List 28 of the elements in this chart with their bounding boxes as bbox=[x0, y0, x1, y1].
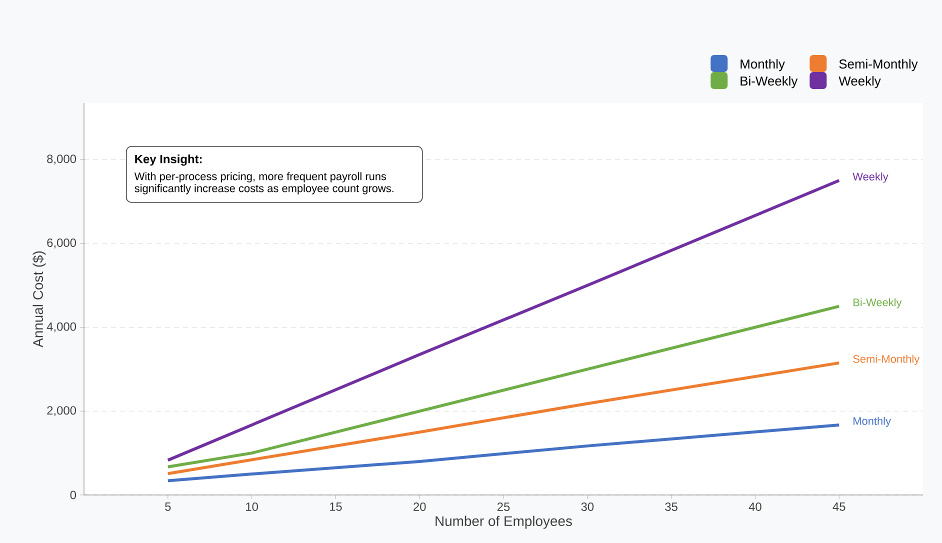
x-tick-label: 35 bbox=[665, 502, 678, 511]
x-tick-label: 10 bbox=[246, 502, 258, 511]
legend-label: Bi-Weekly bbox=[740, 76, 798, 88]
line-series bbox=[166, 361, 841, 476]
y-tick-label: 2,000 bbox=[47, 406, 76, 416]
y-tick-label: 4,000 bbox=[46, 322, 76, 332]
text: Semi-Monthly bbox=[853, 354, 920, 366]
x-tick-label: 25 bbox=[497, 502, 510, 511]
y-tick-label: 6,000 bbox=[47, 238, 76, 248]
x-axis-title: Number of Employees bbox=[436, 516, 572, 529]
x-tick-label: 45 bbox=[832, 502, 846, 511]
annotation: Key Insight: bbox=[135, 154, 202, 166]
text: Bi-Weekly bbox=[854, 298, 902, 308]
x-tick-label: 20 bbox=[414, 502, 426, 511]
legend-label: Weekly bbox=[838, 76, 881, 88]
legend-label: Monthly bbox=[740, 59, 785, 72]
x-tick-label: 30 bbox=[581, 502, 594, 511]
text: Weekly bbox=[852, 172, 888, 183]
x-tick-label: 40 bbox=[748, 502, 762, 511]
y-tick-label: 8,000 bbox=[47, 154, 76, 165]
legend-label: Semi-Monthly bbox=[839, 59, 918, 72]
annotation: With per-process pricing, more frequent payroll runs significantly increase costs as employee count grows. bbox=[134, 172, 394, 194]
y-axis-title: Annual Cost ($) bbox=[32, 251, 46, 348]
y-tick-label: 0 bbox=[70, 490, 76, 500]
x-tick-label: 15 bbox=[330, 502, 342, 511]
line-series bbox=[166, 423, 841, 482]
text: Monthly bbox=[854, 416, 891, 428]
x-tick-label: 5 bbox=[165, 502, 171, 511]
